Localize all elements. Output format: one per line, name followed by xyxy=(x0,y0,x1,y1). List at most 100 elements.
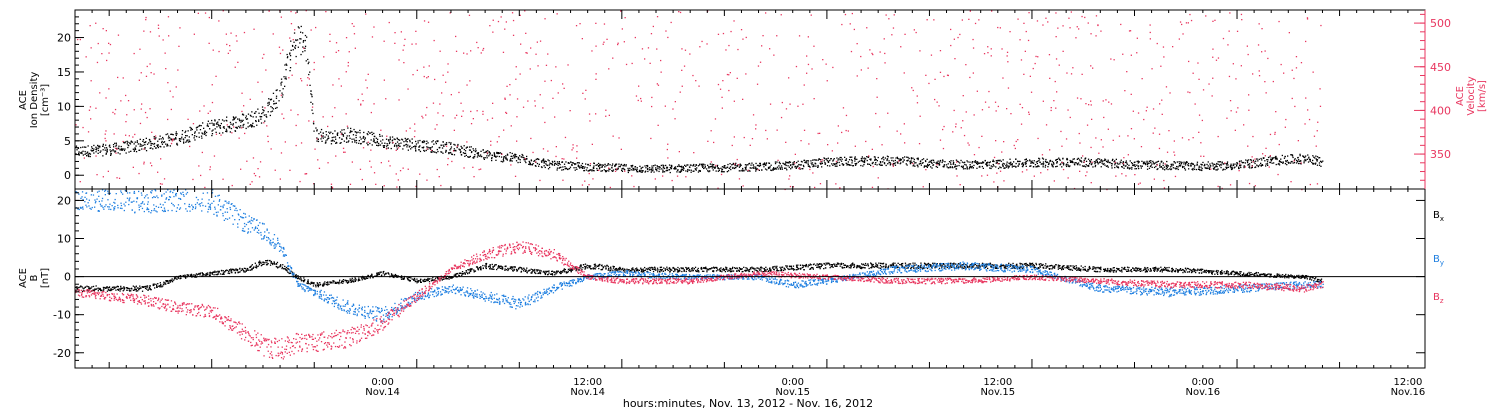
velocity-point xyxy=(362,100,364,102)
bx-point xyxy=(563,268,565,270)
velocity-point xyxy=(969,76,971,79)
ion-density-point xyxy=(646,168,649,170)
velocity-point xyxy=(143,148,145,150)
ion-density-point xyxy=(873,156,876,158)
ion-density-point xyxy=(1104,159,1106,162)
ion-density-point xyxy=(421,140,424,143)
velocity-point xyxy=(1152,108,1155,110)
ion-density-point xyxy=(895,157,897,159)
bx-point xyxy=(433,279,435,281)
bx-point xyxy=(303,277,305,279)
ion-density-point xyxy=(220,122,222,125)
ion-density-point xyxy=(465,147,467,149)
velocity-point xyxy=(603,41,605,43)
velocity-point xyxy=(414,123,416,125)
ion-density-point xyxy=(1021,163,1023,165)
bx-point xyxy=(185,277,187,279)
velocity-point xyxy=(369,160,371,162)
bx-point xyxy=(294,274,297,277)
velocity-point xyxy=(707,140,709,142)
ion-density-point xyxy=(669,166,671,169)
ion-density-point xyxy=(914,162,916,164)
bx-point xyxy=(358,277,360,279)
velocity-point xyxy=(95,107,97,109)
bx-point xyxy=(403,277,405,279)
velocity-point xyxy=(997,163,999,165)
ion-density-point xyxy=(588,169,591,172)
velocity-point xyxy=(1297,140,1299,142)
ion-density-point xyxy=(1149,160,1151,162)
velocity-point xyxy=(618,137,620,139)
velocity-point xyxy=(109,43,112,46)
ion-density-point xyxy=(925,165,928,167)
ion-density-point xyxy=(414,145,416,147)
ion-density-point xyxy=(1055,166,1057,168)
velocity-point xyxy=(153,138,156,140)
ion-density-point xyxy=(611,166,613,169)
ion-density-point xyxy=(334,136,337,138)
velocity-point xyxy=(1288,32,1290,34)
ion-density-point xyxy=(300,53,302,56)
ion-density-point xyxy=(161,141,163,144)
ion-density-point xyxy=(86,155,88,157)
ion-density-point xyxy=(349,137,351,139)
velocity-point xyxy=(345,37,348,39)
ion-density-point xyxy=(91,150,93,152)
ion-density-point xyxy=(505,155,507,157)
velocity-point xyxy=(171,140,174,142)
ion-density-point xyxy=(528,160,530,163)
ion-density-point xyxy=(1263,157,1265,159)
bx-point xyxy=(414,280,416,283)
ion-density-point xyxy=(709,163,711,165)
bx-point xyxy=(288,272,290,275)
ion-density-point xyxy=(184,131,186,134)
ion-density-point xyxy=(460,145,462,148)
velocity-point xyxy=(1023,22,1025,24)
velocity-point xyxy=(762,35,764,37)
velocity-point xyxy=(258,176,261,178)
bx-point xyxy=(485,267,487,270)
bx-point xyxy=(578,269,580,271)
ion-density-point xyxy=(1298,160,1300,162)
velocity-point xyxy=(747,169,749,171)
ion-density-point xyxy=(289,52,291,54)
velocity-point xyxy=(919,115,921,117)
velocity-point xyxy=(398,59,400,61)
velocity-point xyxy=(283,117,285,120)
ion-density-point xyxy=(105,144,107,146)
ion-density-point xyxy=(259,115,261,118)
velocity-point xyxy=(1120,23,1122,26)
bx-point xyxy=(140,287,142,289)
bx-point xyxy=(269,264,272,266)
velocity-point xyxy=(1217,185,1219,188)
ion-density-point xyxy=(406,141,408,143)
ion-density-point xyxy=(1182,166,1184,169)
ion-density-point xyxy=(1076,158,1078,160)
ion-density-point xyxy=(1002,162,1004,165)
ion-density-point xyxy=(1005,166,1008,168)
bx-point xyxy=(523,268,525,270)
ion-density-point xyxy=(907,156,909,159)
ion-density-point xyxy=(293,41,295,43)
velocity-point xyxy=(143,161,145,163)
ion-density-point xyxy=(249,114,252,116)
bx-point xyxy=(250,269,252,271)
velocity-point xyxy=(1032,67,1034,70)
ion-density-point xyxy=(1124,161,1127,164)
bx-point xyxy=(455,275,457,277)
velocity-point xyxy=(888,18,890,20)
ion-density-point xyxy=(868,156,870,158)
bx-point xyxy=(545,270,547,272)
bx-point xyxy=(300,280,303,282)
velocity-point xyxy=(550,79,552,82)
velocity-point xyxy=(999,27,1001,29)
ion-density-point xyxy=(575,167,577,169)
bx-point xyxy=(582,264,585,266)
ion-density-point xyxy=(639,165,641,167)
bx-point xyxy=(217,272,219,274)
velocity-point xyxy=(383,79,385,81)
ion-density-point xyxy=(512,157,514,159)
ion-density-point xyxy=(1011,163,1013,165)
velocity-point xyxy=(547,150,549,152)
bx-point xyxy=(500,265,502,267)
